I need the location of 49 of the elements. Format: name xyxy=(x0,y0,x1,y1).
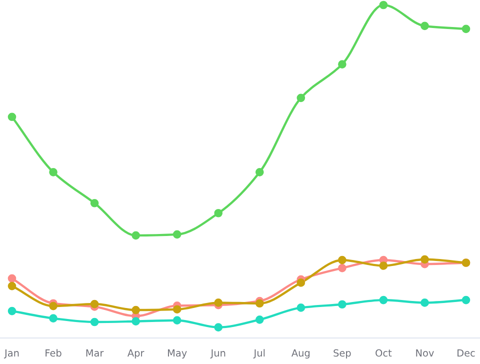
point xyxy=(132,231,140,240)
x-tick-label: Nov xyxy=(416,349,434,357)
point xyxy=(90,318,99,326)
point xyxy=(172,305,182,314)
point xyxy=(338,264,346,272)
point xyxy=(296,304,306,312)
point xyxy=(255,316,264,324)
point xyxy=(338,60,346,68)
point xyxy=(255,168,264,176)
point xyxy=(214,208,223,218)
point xyxy=(90,198,99,208)
point xyxy=(172,230,182,239)
point xyxy=(214,323,223,332)
point xyxy=(214,298,223,307)
point xyxy=(296,278,306,287)
x-tick-label: Feb xyxy=(46,349,62,357)
x-tick-label: Aug xyxy=(291,349,310,359)
point xyxy=(172,316,182,325)
point xyxy=(462,296,470,304)
x-tick-label: Apr xyxy=(127,349,144,359)
point xyxy=(255,299,264,308)
point xyxy=(49,168,58,176)
x-tick-label: Jan xyxy=(4,349,19,358)
x-tick-label: Jul xyxy=(253,349,265,358)
point xyxy=(338,300,346,309)
point xyxy=(8,274,16,283)
point xyxy=(420,298,429,307)
x-tick-label: Sep xyxy=(334,349,351,359)
point xyxy=(8,306,16,316)
point xyxy=(8,282,16,290)
point xyxy=(8,112,16,122)
point xyxy=(49,314,58,323)
point xyxy=(296,94,306,102)
x-tick-label: Mar xyxy=(86,349,104,357)
point xyxy=(49,302,58,310)
x-tick-label: Jun xyxy=(210,349,226,358)
x-tick-label: Oct xyxy=(376,349,392,357)
point xyxy=(462,24,470,34)
x-tick-label: May xyxy=(168,349,187,359)
point xyxy=(132,306,140,314)
point xyxy=(338,256,346,264)
point xyxy=(379,262,388,270)
point xyxy=(420,255,429,264)
point xyxy=(90,300,99,308)
point xyxy=(132,317,140,326)
point xyxy=(420,22,429,30)
point xyxy=(379,296,388,304)
x-tick-label: Dec xyxy=(458,349,475,357)
point xyxy=(379,0,388,10)
